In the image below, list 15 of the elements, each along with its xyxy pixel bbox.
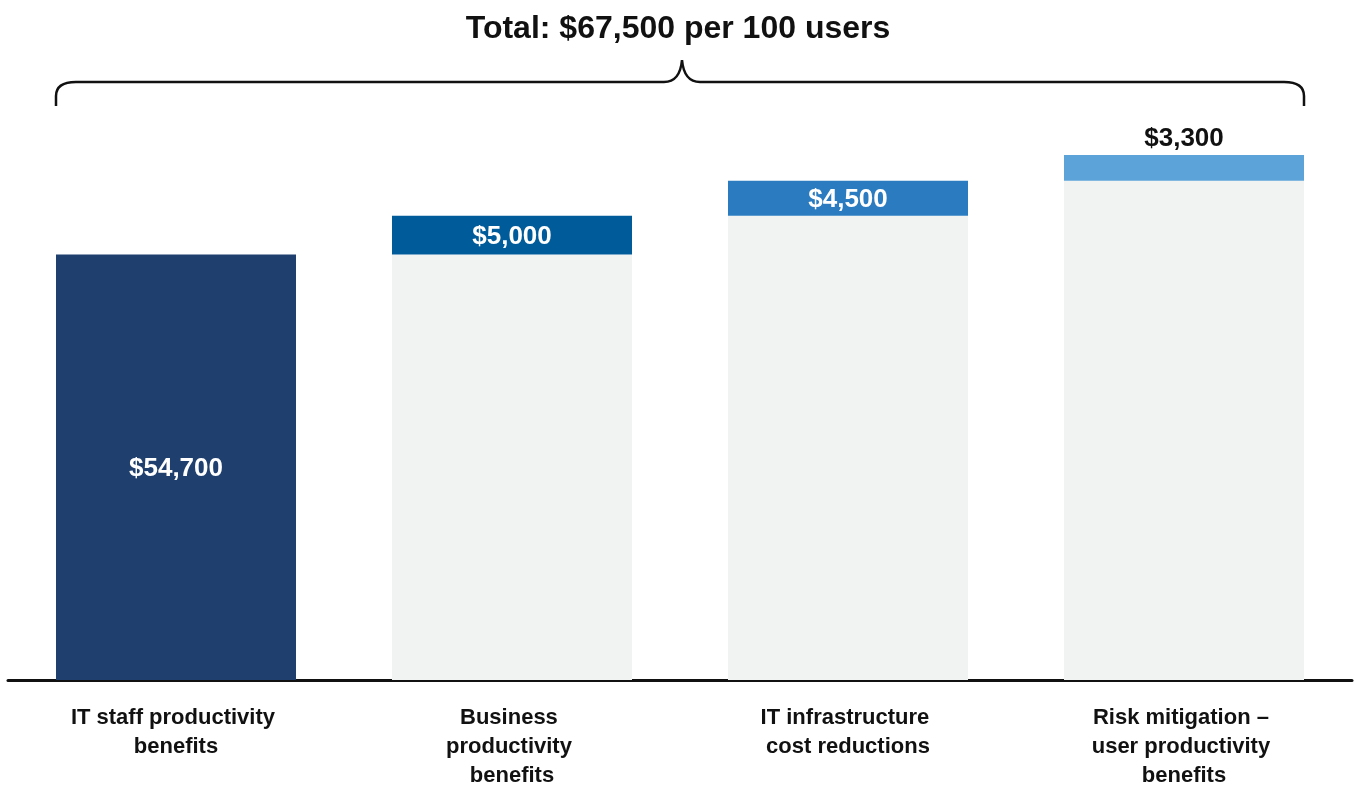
data-label: $4,500 <box>808 183 888 214</box>
bar <box>728 215 968 680</box>
bar <box>392 254 632 680</box>
x-tick-label: IT infrastructure cost reductions <box>760 704 936 758</box>
data-label: $3,300 <box>1144 122 1224 152</box>
x-tick-label: Risk mitigation – user productivity benefits <box>1091 704 1277 787</box>
bar <box>1064 155 1304 181</box>
x-tick-label: IT staff productivity benefits <box>70 704 282 758</box>
bar <box>392 215 632 255</box>
data-label: $54,700 <box>129 452 223 483</box>
chart-title: Total: $67,500 per 100 users <box>465 9 891 45</box>
bar <box>1064 180 1304 680</box>
x-tick-label: Business productivity benefits <box>445 704 579 787</box>
bar <box>56 254 296 680</box>
data-label: $5,000 <box>472 220 552 251</box>
